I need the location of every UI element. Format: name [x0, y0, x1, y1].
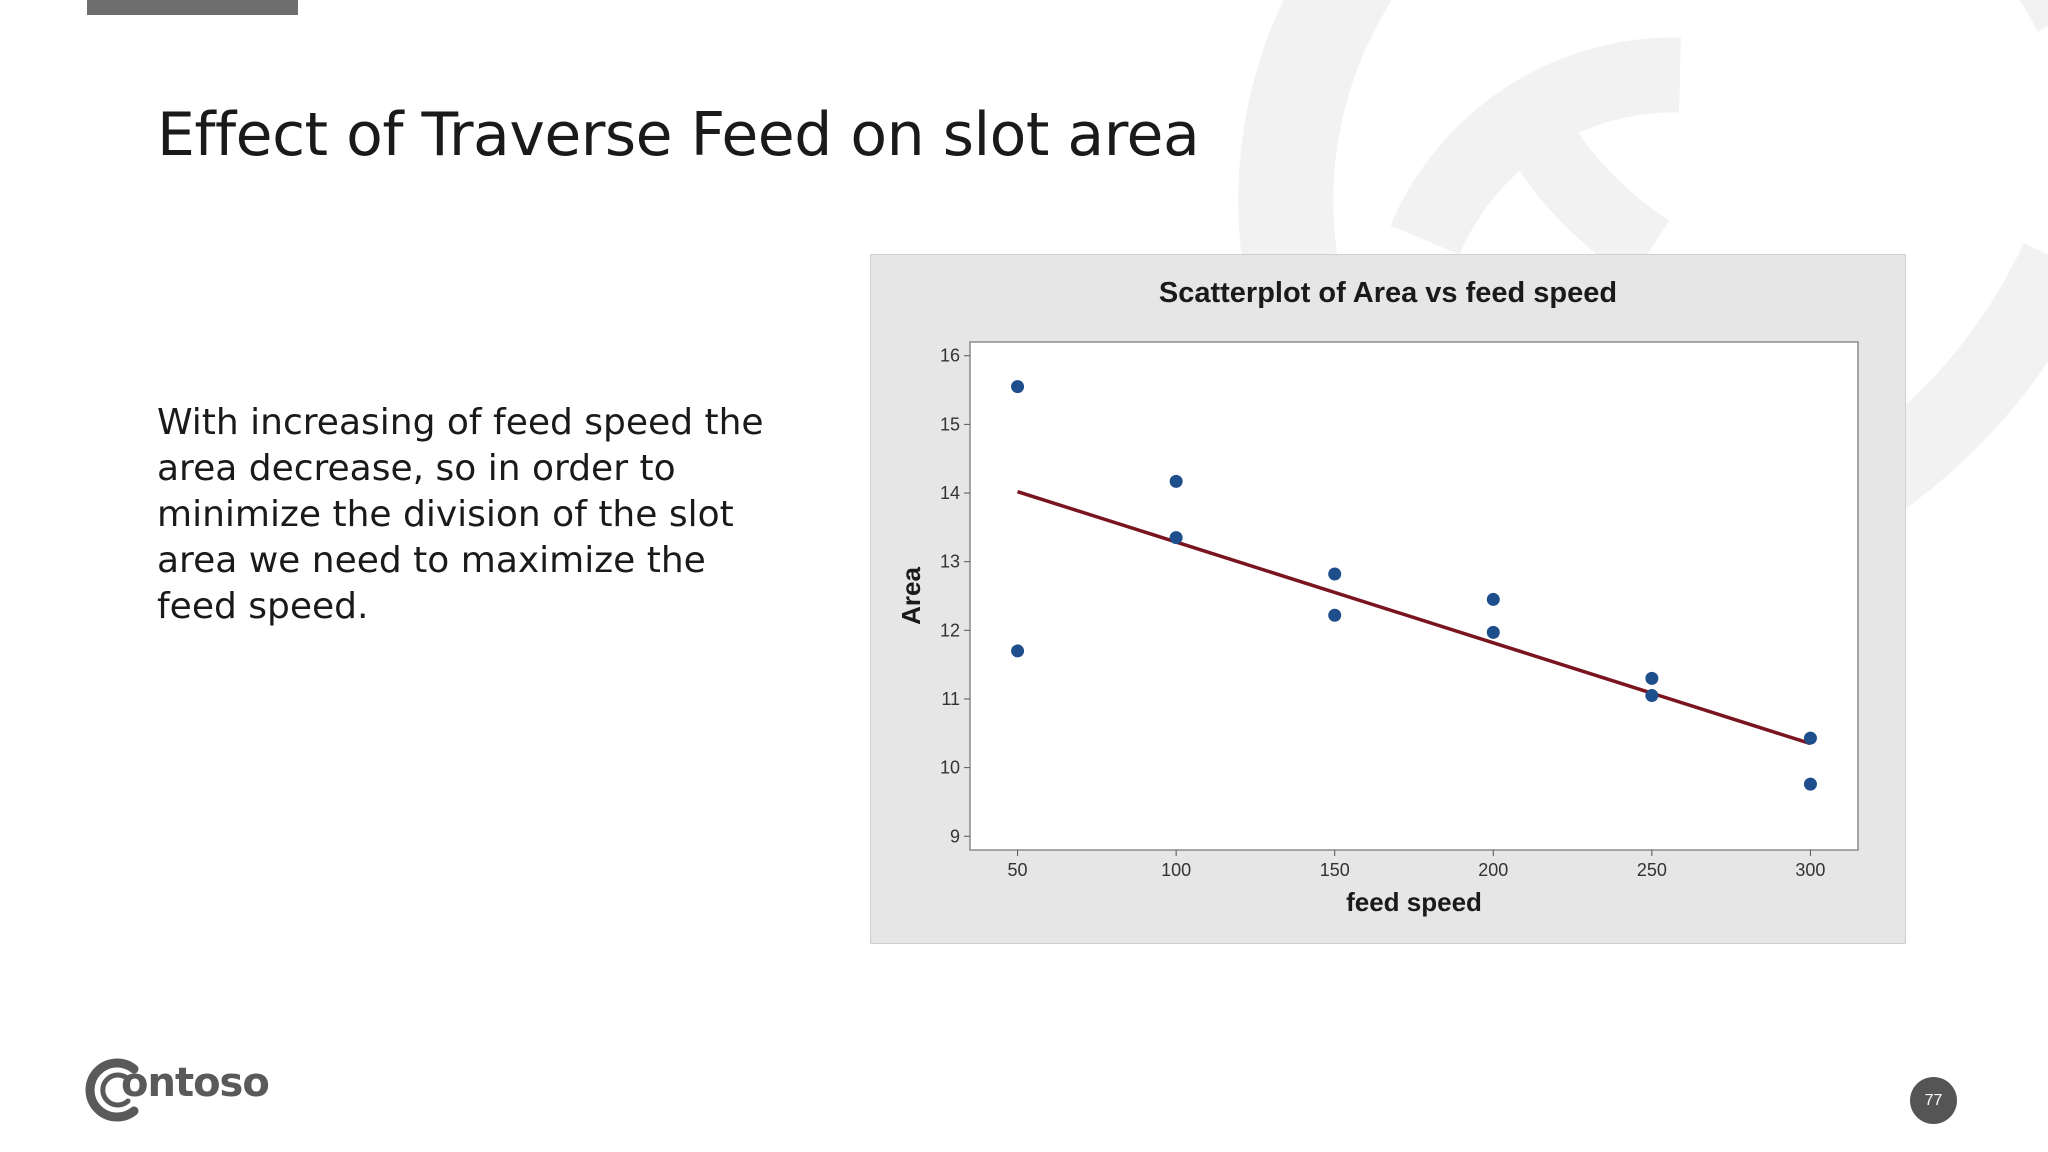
- plot-area: [969, 341, 1859, 851]
- data-point: [1803, 777, 1817, 791]
- x-tick-label: 100: [1161, 860, 1191, 880]
- data-point: [1011, 644, 1025, 658]
- chart-svg: Scatterplot of Area vs feed speed feed s…: [896, 277, 1859, 917]
- data-point: [1803, 731, 1817, 745]
- fit-line: [1017, 489, 1811, 746]
- x-tick-label: 250: [1637, 860, 1667, 880]
- data-point: [1169, 474, 1183, 488]
- fit-line-group: [1017, 489, 1811, 746]
- contoso-logo-icon: [85, 1058, 139, 1122]
- data-point: [1645, 689, 1659, 703]
- x-tick-label: 50: [1008, 860, 1028, 880]
- page-number-badge: 77: [1910, 1077, 1957, 1124]
- x-tick-label: 200: [1478, 860, 1508, 880]
- data-point: [1486, 592, 1500, 606]
- data-point: [1169, 531, 1183, 545]
- top-accent-bar: [87, 0, 298, 15]
- data-point: [1328, 608, 1342, 622]
- y-tick-label: 10: [940, 758, 960, 778]
- slide-title: Effect of Traverse Feed on slot area: [157, 100, 1200, 170]
- y-tick-label: 16: [940, 346, 960, 366]
- data-point: [1011, 380, 1025, 394]
- body-text: With increasing of feed speed the area d…: [157, 402, 764, 627]
- brand-name: ontoso: [121, 1060, 270, 1106]
- data-points: [1011, 380, 1817, 791]
- y-tick-label: 11: [941, 689, 960, 709]
- y-tick-label: 13: [940, 552, 960, 572]
- scatterplot-chart: Scatterplot of Area vs feed speed feed s…: [870, 254, 1906, 944]
- data-point: [1486, 625, 1500, 639]
- y-tick-label: 12: [940, 620, 960, 640]
- data-point: [1645, 671, 1659, 685]
- x-axis-label: feed speed: [1346, 887, 1482, 917]
- y-tick-label: 15: [940, 414, 960, 434]
- data-point: [1328, 567, 1342, 581]
- y-axis-label: Area: [896, 567, 926, 625]
- chart-title: Scatterplot of Area vs feed speed: [1159, 277, 1617, 309]
- y-tick-label: 14: [940, 483, 960, 503]
- x-tick-label: 300: [1795, 860, 1825, 880]
- axis-ticks: 50 100 150 200 250 300 9 10 11 12 13 14 15 16: [940, 346, 1825, 880]
- y-tick-label: 9: [950, 826, 960, 846]
- x-tick-label: 150: [1320, 860, 1350, 880]
